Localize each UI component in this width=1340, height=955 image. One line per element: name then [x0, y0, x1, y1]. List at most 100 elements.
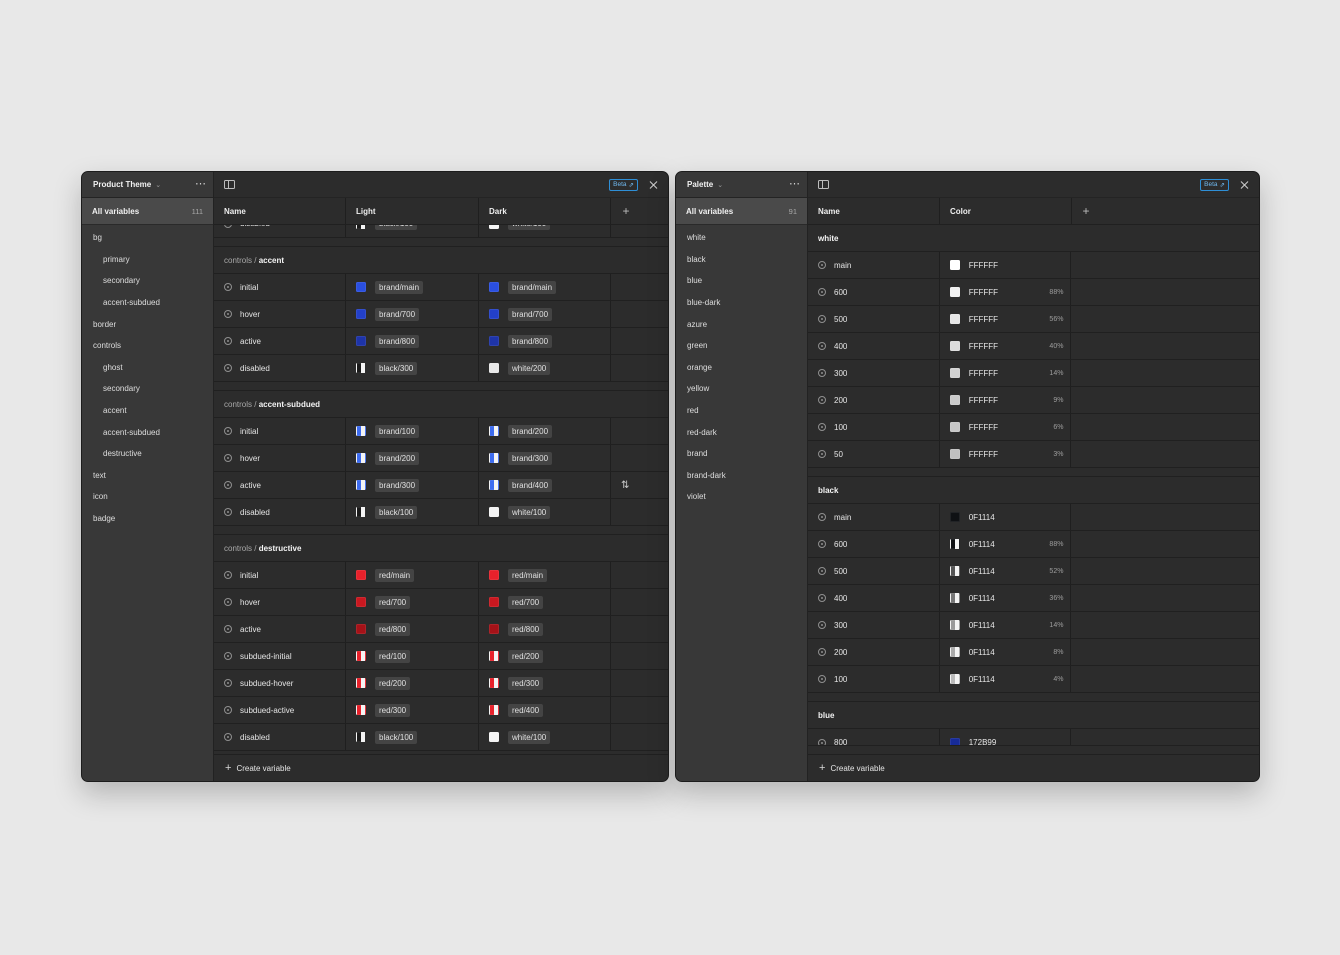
beta-badge[interactable]: Beta ⇗ [1200, 178, 1229, 191]
sidebar-group-item[interactable]: red [687, 406, 699, 416]
sidebar-group-item[interactable]: red-dark [687, 427, 717, 437]
variable-value-cell[interactable]: red/800 [346, 616, 479, 642]
all-variables-item[interactable]: All variables 111 [82, 198, 213, 225]
add-mode-icon[interactable]: + [622, 204, 630, 218]
variable-name-cell[interactable]: 800 [808, 729, 940, 745]
variable-value-cell[interactable]: red/main [479, 562, 611, 588]
variable-name-cell[interactable]: 100 [808, 666, 940, 692]
sidebar-group-item[interactable]: accent-subdued [103, 298, 160, 308]
variable-value-cell[interactable]: brand/main [346, 274, 479, 300]
sidebar-group-item[interactable]: bg [93, 233, 102, 243]
variable-name-cell[interactable]: 200 [808, 639, 940, 665]
variable-name-cell[interactable]: hover [214, 301, 346, 327]
variable-value-cell[interactable]: brand/700 [346, 301, 479, 327]
sidebar-group-item[interactable]: ghost [103, 362, 123, 372]
variable-name-cell[interactable]: 300 [808, 612, 940, 638]
color-value-cell[interactable]: FFFFFF 14% [940, 360, 1072, 386]
sidebar-toggle-icon[interactable] [224, 180, 235, 189]
variable-name-cell[interactable]: disabled [214, 499, 346, 525]
variable-name-cell[interactable]: hover [214, 589, 346, 615]
variable-name-cell[interactable]: initial [214, 562, 346, 588]
variable-value-cell[interactable]: brand/300 [479, 445, 611, 471]
sidebar-group-item[interactable]: text [93, 470, 106, 480]
variable-name-cell[interactable]: 300 [808, 360, 940, 386]
sidebar-group-item[interactable]: yellow [687, 384, 710, 394]
variable-name-cell[interactable]: main [808, 252, 940, 278]
sidebar-group-item[interactable]: orange [687, 362, 712, 372]
variable-name-cell[interactable]: active [214, 616, 346, 642]
column-header-name[interactable]: Name [214, 198, 346, 224]
collection-header[interactable]: Palette ⌄ ⋯ [676, 172, 807, 198]
collection-header[interactable]: Product Theme ⌄ ⋯ [82, 172, 213, 198]
variable-value-cell[interactable]: brand/main [479, 274, 611, 300]
color-value-cell[interactable]: 0F1114 8% [940, 639, 1072, 665]
column-header-dark[interactable]: Dark [479, 198, 611, 224]
variable-value-cell[interactable]: white/100 [479, 724, 611, 750]
sidebar-group-item[interactable]: brand-dark [687, 470, 726, 480]
color-value-cell[interactable]: FFFFFF 3% [940, 441, 1072, 467]
sidebar-group-item[interactable]: blue-dark [687, 298, 721, 308]
color-value-cell[interactable]: 172B99 [940, 729, 1072, 745]
variable-value-cell[interactable]: red/300 [346, 697, 479, 723]
variable-value-cell[interactable]: white/200 [479, 355, 611, 381]
variable-value-cell[interactable]: red/800 [479, 616, 611, 642]
variable-value-cell[interactable]: red/100 [346, 643, 479, 669]
variable-name-cell[interactable]: 600 [808, 279, 940, 305]
variable-name-cell[interactable]: hover [214, 445, 346, 471]
variable-value-cell[interactable]: white/100 [479, 225, 611, 237]
variable-name-cell[interactable]: 500 [808, 558, 940, 584]
collection-title[interactable]: Product Theme [93, 180, 152, 189]
sidebar-group-item[interactable]: azure [687, 319, 708, 329]
variable-value-cell[interactable]: brand/400 [479, 472, 611, 498]
column-header-light[interactable]: Light [346, 198, 479, 224]
variable-value-cell[interactable]: red/700 [479, 589, 611, 615]
sidebar-group-item[interactable]: white [687, 233, 706, 243]
variable-name-cell[interactable]: 50 [808, 441, 940, 467]
sidebar-group-item[interactable]: accent-subdued [103, 427, 160, 437]
color-value-cell[interactable]: 0F1114 14% [940, 612, 1072, 638]
variable-name-cell[interactable]: subdued-initial [214, 643, 346, 669]
variable-name-cell[interactable]: 600 [808, 531, 940, 557]
variable-value-cell[interactable]: black/100 [346, 499, 479, 525]
variable-value-cell[interactable]: black/100 [346, 724, 479, 750]
variable-name-cell[interactable]: 400 [808, 585, 940, 611]
variable-value-cell[interactable]: brand/100 [346, 418, 479, 444]
variable-name-cell[interactable]: active [214, 328, 346, 354]
column-header-name[interactable]: Name [808, 198, 940, 224]
column-header-color[interactable]: Color [940, 198, 1072, 224]
variable-name-cell[interactable]: 400 [808, 333, 940, 359]
variable-name-cell[interactable]: 200 [808, 387, 940, 413]
color-value-cell[interactable]: 0F1114 36% [940, 585, 1072, 611]
variable-name-cell[interactable]: disabled [214, 225, 346, 237]
variable-value-cell[interactable]: brand/700 [479, 301, 611, 327]
create-variable-button[interactable]: + Create variable [214, 754, 668, 781]
beta-badge[interactable]: Beta ⇗ [609, 178, 638, 191]
variable-name-cell[interactable]: subdued-active [214, 697, 346, 723]
color-value-cell[interactable]: FFFFFF 56% [940, 306, 1072, 332]
all-variables-item[interactable]: All variables 91 [676, 198, 807, 225]
variable-value-cell[interactable]: black/300 [346, 355, 479, 381]
color-value-cell[interactable]: FFFFFF 40% [940, 333, 1072, 359]
color-value-cell[interactable]: FFFFFF 9% [940, 387, 1072, 413]
more-options-icon[interactable]: ⋯ [195, 178, 207, 190]
color-value-cell[interactable]: FFFFFF 6% [940, 414, 1072, 440]
variable-name-cell[interactable]: disabled [214, 724, 346, 750]
sidebar-toggle-icon[interactable] [818, 180, 829, 189]
variable-name-cell[interactable]: 100 [808, 414, 940, 440]
variable-name-cell[interactable]: initial [214, 274, 346, 300]
sidebar-group-item[interactable]: controls [93, 341, 122, 351]
variable-value-cell[interactable]: brand/800 [346, 328, 479, 354]
color-value-cell[interactable]: FFFFFF [940, 252, 1072, 278]
sidebar-group-item[interactable]: green [687, 341, 708, 351]
variable-name-cell[interactable]: 500 [808, 306, 940, 332]
sidebar-group-item[interactable]: destructive [103, 449, 142, 459]
sidebar-group-item[interactable]: badge [93, 514, 116, 524]
sidebar-group-item[interactable]: accent [103, 406, 127, 416]
chevron-down-icon[interactable]: ⌄ [717, 181, 724, 189]
color-value-cell[interactable]: 0F1114 52% [940, 558, 1072, 584]
variable-name-cell[interactable]: active [214, 472, 346, 498]
variable-value-cell[interactable]: red/200 [346, 670, 479, 696]
variable-value-cell[interactable]: red/300 [479, 670, 611, 696]
sidebar-group-item[interactable]: blue [687, 276, 703, 286]
chevron-down-icon[interactable]: ⌄ [155, 181, 162, 189]
